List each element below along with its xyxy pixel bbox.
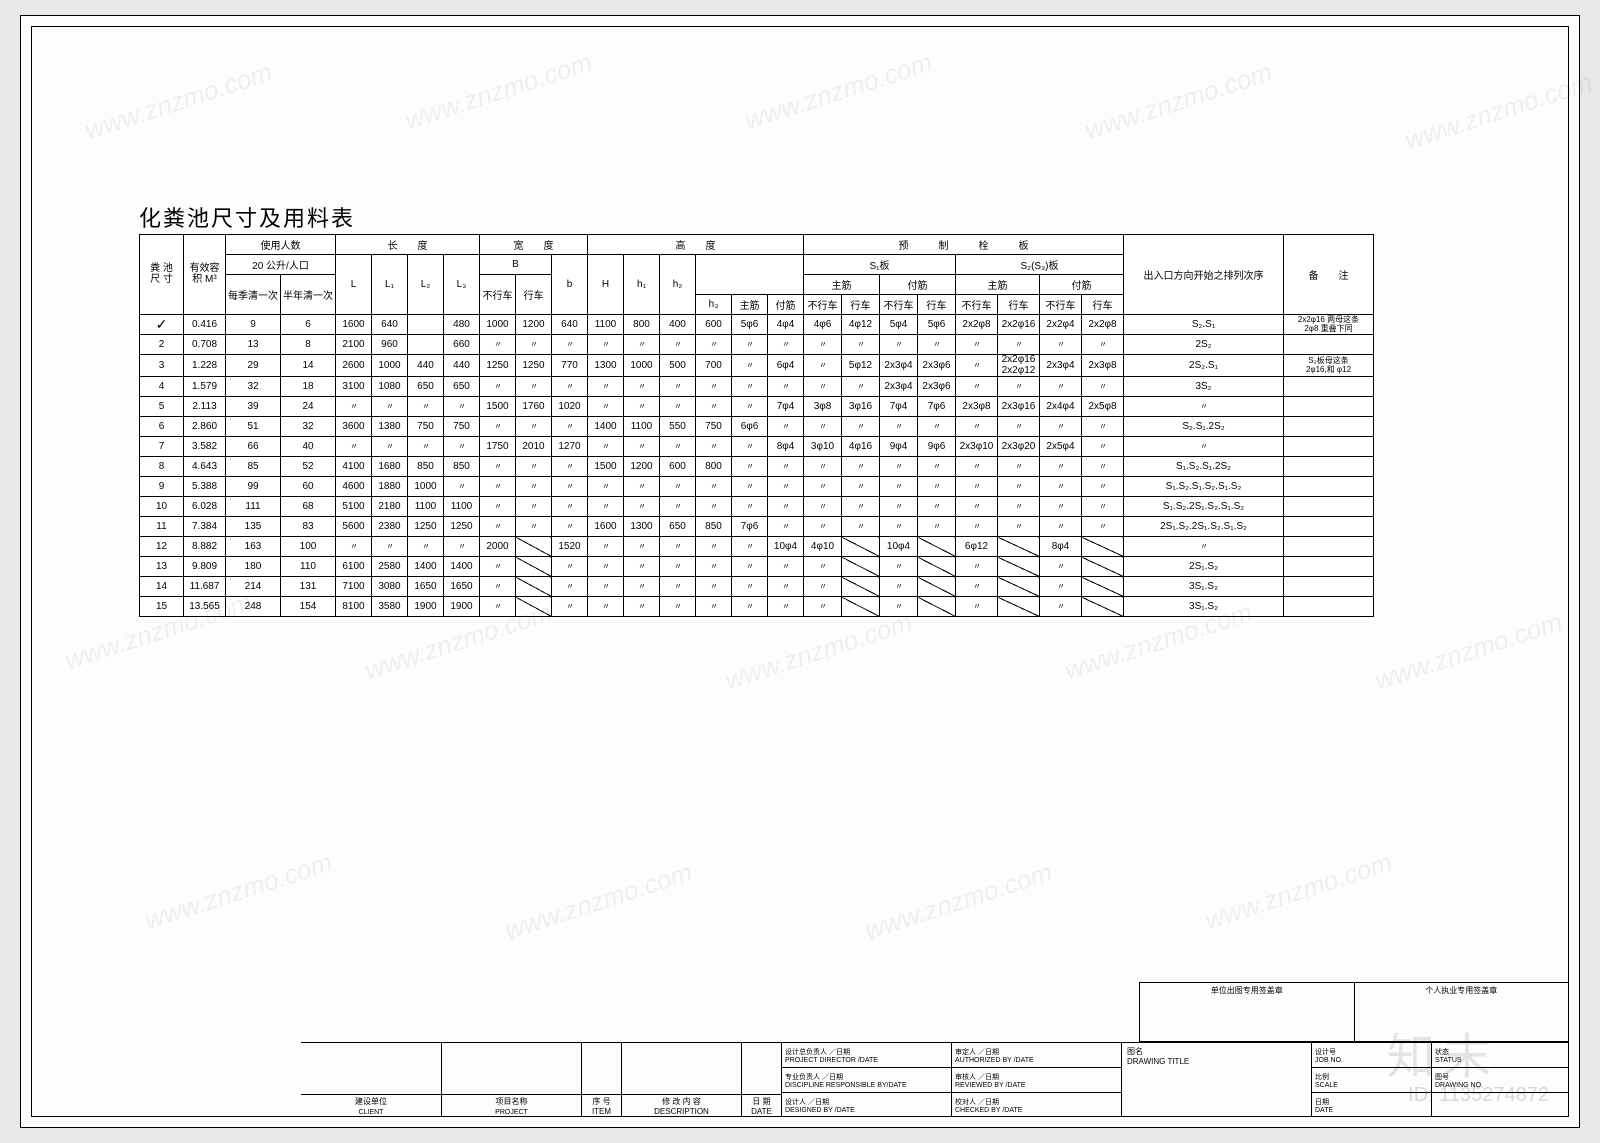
hdr-L1: L₁ — [372, 255, 408, 315]
hdr-h2: h₂ — [660, 255, 696, 315]
title-block: 建设单位CLIENT 项目名称PROJECT 序 号 ITEM 修 改 内 容 … — [301, 1042, 1569, 1117]
hdr-clean-h: 半年清一次 — [281, 275, 336, 315]
tb-project: 项目名称PROJECT — [441, 1043, 581, 1117]
hdr-S2-main: 主筋 — [956, 275, 1040, 295]
table-row: 62.860513236001380750750〃〃〃1400110055075… — [140, 417, 1374, 437]
hdr-S1s-t: 行车 — [918, 295, 956, 315]
hdr-h1: h₁ — [624, 255, 660, 315]
table-row: 117.384135835600238012501250〃〃〃160013006… — [140, 517, 1374, 537]
hdr-h3: h₃ — [696, 295, 732, 315]
hdr-users: 使用人数 — [226, 235, 336, 255]
hdr-sec-rebar: 付筋 — [768, 295, 804, 315]
hdr-users-rate: 20 公升/人口 — [226, 255, 336, 275]
table-row: 52.1133924〃〃〃〃150017601020〃〃〃〃〃7φ43φ83φ1… — [140, 397, 1374, 417]
hdr-S2S3-slab: S₂(S₃)板 — [956, 255, 1124, 275]
hdr-S1s-nt: 不行车 — [880, 295, 918, 315]
hdr-length: 长 度 — [336, 235, 480, 255]
hdr-L: L — [336, 255, 372, 315]
hdr-b: b — [552, 255, 588, 315]
table-row: 20.7081382100960660〃〃〃〃〃〃〃〃〃〃〃〃〃〃〃〃〃2S₂ — [140, 335, 1374, 355]
tb-drawing-title: 图名 DRAWING TITLE — [1121, 1043, 1311, 1117]
table-row: 84.643855241001680850850〃〃〃1500120060080… — [140, 457, 1374, 477]
stamp-row: 单位出图专用签盖章 个人执业专用签盖章 — [1139, 982, 1569, 1042]
hdr-S2-sec: 付筋 — [1040, 275, 1124, 295]
watermark-id: ID: 1135274872 — [1408, 1084, 1549, 1107]
hdr-main-rebar: 主筋 — [732, 295, 768, 315]
hdr-H: H — [588, 255, 624, 315]
tb-director-group: 设计总负责人 ／日期 PROJECT DIRECTOR /DATE 专业负责人 … — [781, 1043, 951, 1117]
table-row: 139.8091801106100258014001400〃〃〃〃〃〃〃〃〃〃〃… — [140, 557, 1374, 577]
hdr-effective-volume: 有效容 积 M³ — [184, 235, 226, 315]
tb-review-group: 审定人 ／日期 AUTHORIZED BY /DATE 审核人 ／日期 REVI… — [951, 1043, 1121, 1117]
hdr-tank-size: 粪 池 尺 寸 — [140, 235, 184, 315]
hdr-S2m-t: 行车 — [998, 295, 1040, 315]
hdr-S1m-nt: 不行车 — [804, 295, 842, 315]
hdr-width: 宽 度 — [480, 235, 588, 255]
watermark-brand: 知末 — [1387, 1017, 1499, 1087]
hdr-S2s-t: 行车 — [1082, 295, 1124, 315]
hdr-sequence: 出入口方向开始之排列次序 — [1124, 235, 1284, 315]
hdr-B-traffic: 行车 — [516, 275, 552, 315]
hdr-L2: L₂ — [408, 255, 444, 315]
hdr-S2s-nt: 不行车 — [1040, 295, 1082, 315]
tb-item: 序 号 ITEM — [581, 1043, 621, 1117]
table-row: 128.882163100〃〃〃〃20001520〃〃〃〃〃10φ44φ1010… — [140, 537, 1374, 557]
hdr-B-notraffic: 不行车 — [480, 275, 516, 315]
table-row: 95.3889960460018801000〃〃〃〃〃〃〃〃〃〃〃〃〃〃〃〃〃〃… — [140, 477, 1374, 497]
drawing-sheet: 化粪池尺寸及用料表 粪 池 尺 寸有效容 积 M³使用人数长 度宽 度高 度预 … — [20, 15, 1580, 1128]
tb-date-col: 日 期 DATE — [741, 1043, 781, 1117]
tb-client: 建设单位CLIENT — [301, 1043, 441, 1117]
table-row: ✓0.4169616006404801000120064011008004006… — [140, 315, 1374, 335]
dimension-material-table: 粪 池 尺 寸有效容 积 M³使用人数长 度宽 度高 度预 制 栓 板出入口方向… — [139, 234, 1374, 617]
hdr-S1-sec: 付筋 — [880, 275, 956, 295]
hdr-S1m-t: 行车 — [842, 295, 880, 315]
hdr-B: B — [480, 255, 552, 275]
hdr-S1-main: 主筋 — [804, 275, 880, 295]
table-row: 41.579321831001080650650〃〃〃〃〃〃〃〃〃〃〃2x3φ4… — [140, 377, 1374, 397]
table-title: 化粪池尺寸及用料表 — [139, 201, 355, 233]
hdr-height: 高 度 — [588, 235, 804, 255]
hdr-precast: 预 制 栓 板 — [804, 235, 1124, 255]
hdr-remark: 备 注 — [1284, 235, 1374, 315]
table-row: 1411.6872141317100308016501650〃〃〃〃〃〃〃〃〃〃… — [140, 577, 1374, 597]
table-row: 73.5826640〃〃〃〃175020101270〃〃〃〃〃8φ43φ104φ… — [140, 437, 1374, 457]
tb-description: 修 改 内 容 DESCRIPTION — [621, 1043, 741, 1117]
hdr-S1-slab: S₁板 — [804, 255, 956, 275]
table-row: 1513.5652481548100358019001900〃〃〃〃〃〃〃〃〃〃… — [140, 597, 1374, 617]
table-row: 106.028111685100218011001100〃〃〃〃〃〃〃〃〃〃〃〃… — [140, 497, 1374, 517]
table-row: 31.2282914260010004404401250125077013001… — [140, 355, 1374, 377]
stamp-org: 单位出图专用签盖章 — [1140, 983, 1354, 1041]
hdr-S2m-nt: 不行车 — [956, 295, 998, 315]
hdr-L3: L₃ — [444, 255, 480, 315]
hdr-clean-q: 每季清一次 — [226, 275, 281, 315]
